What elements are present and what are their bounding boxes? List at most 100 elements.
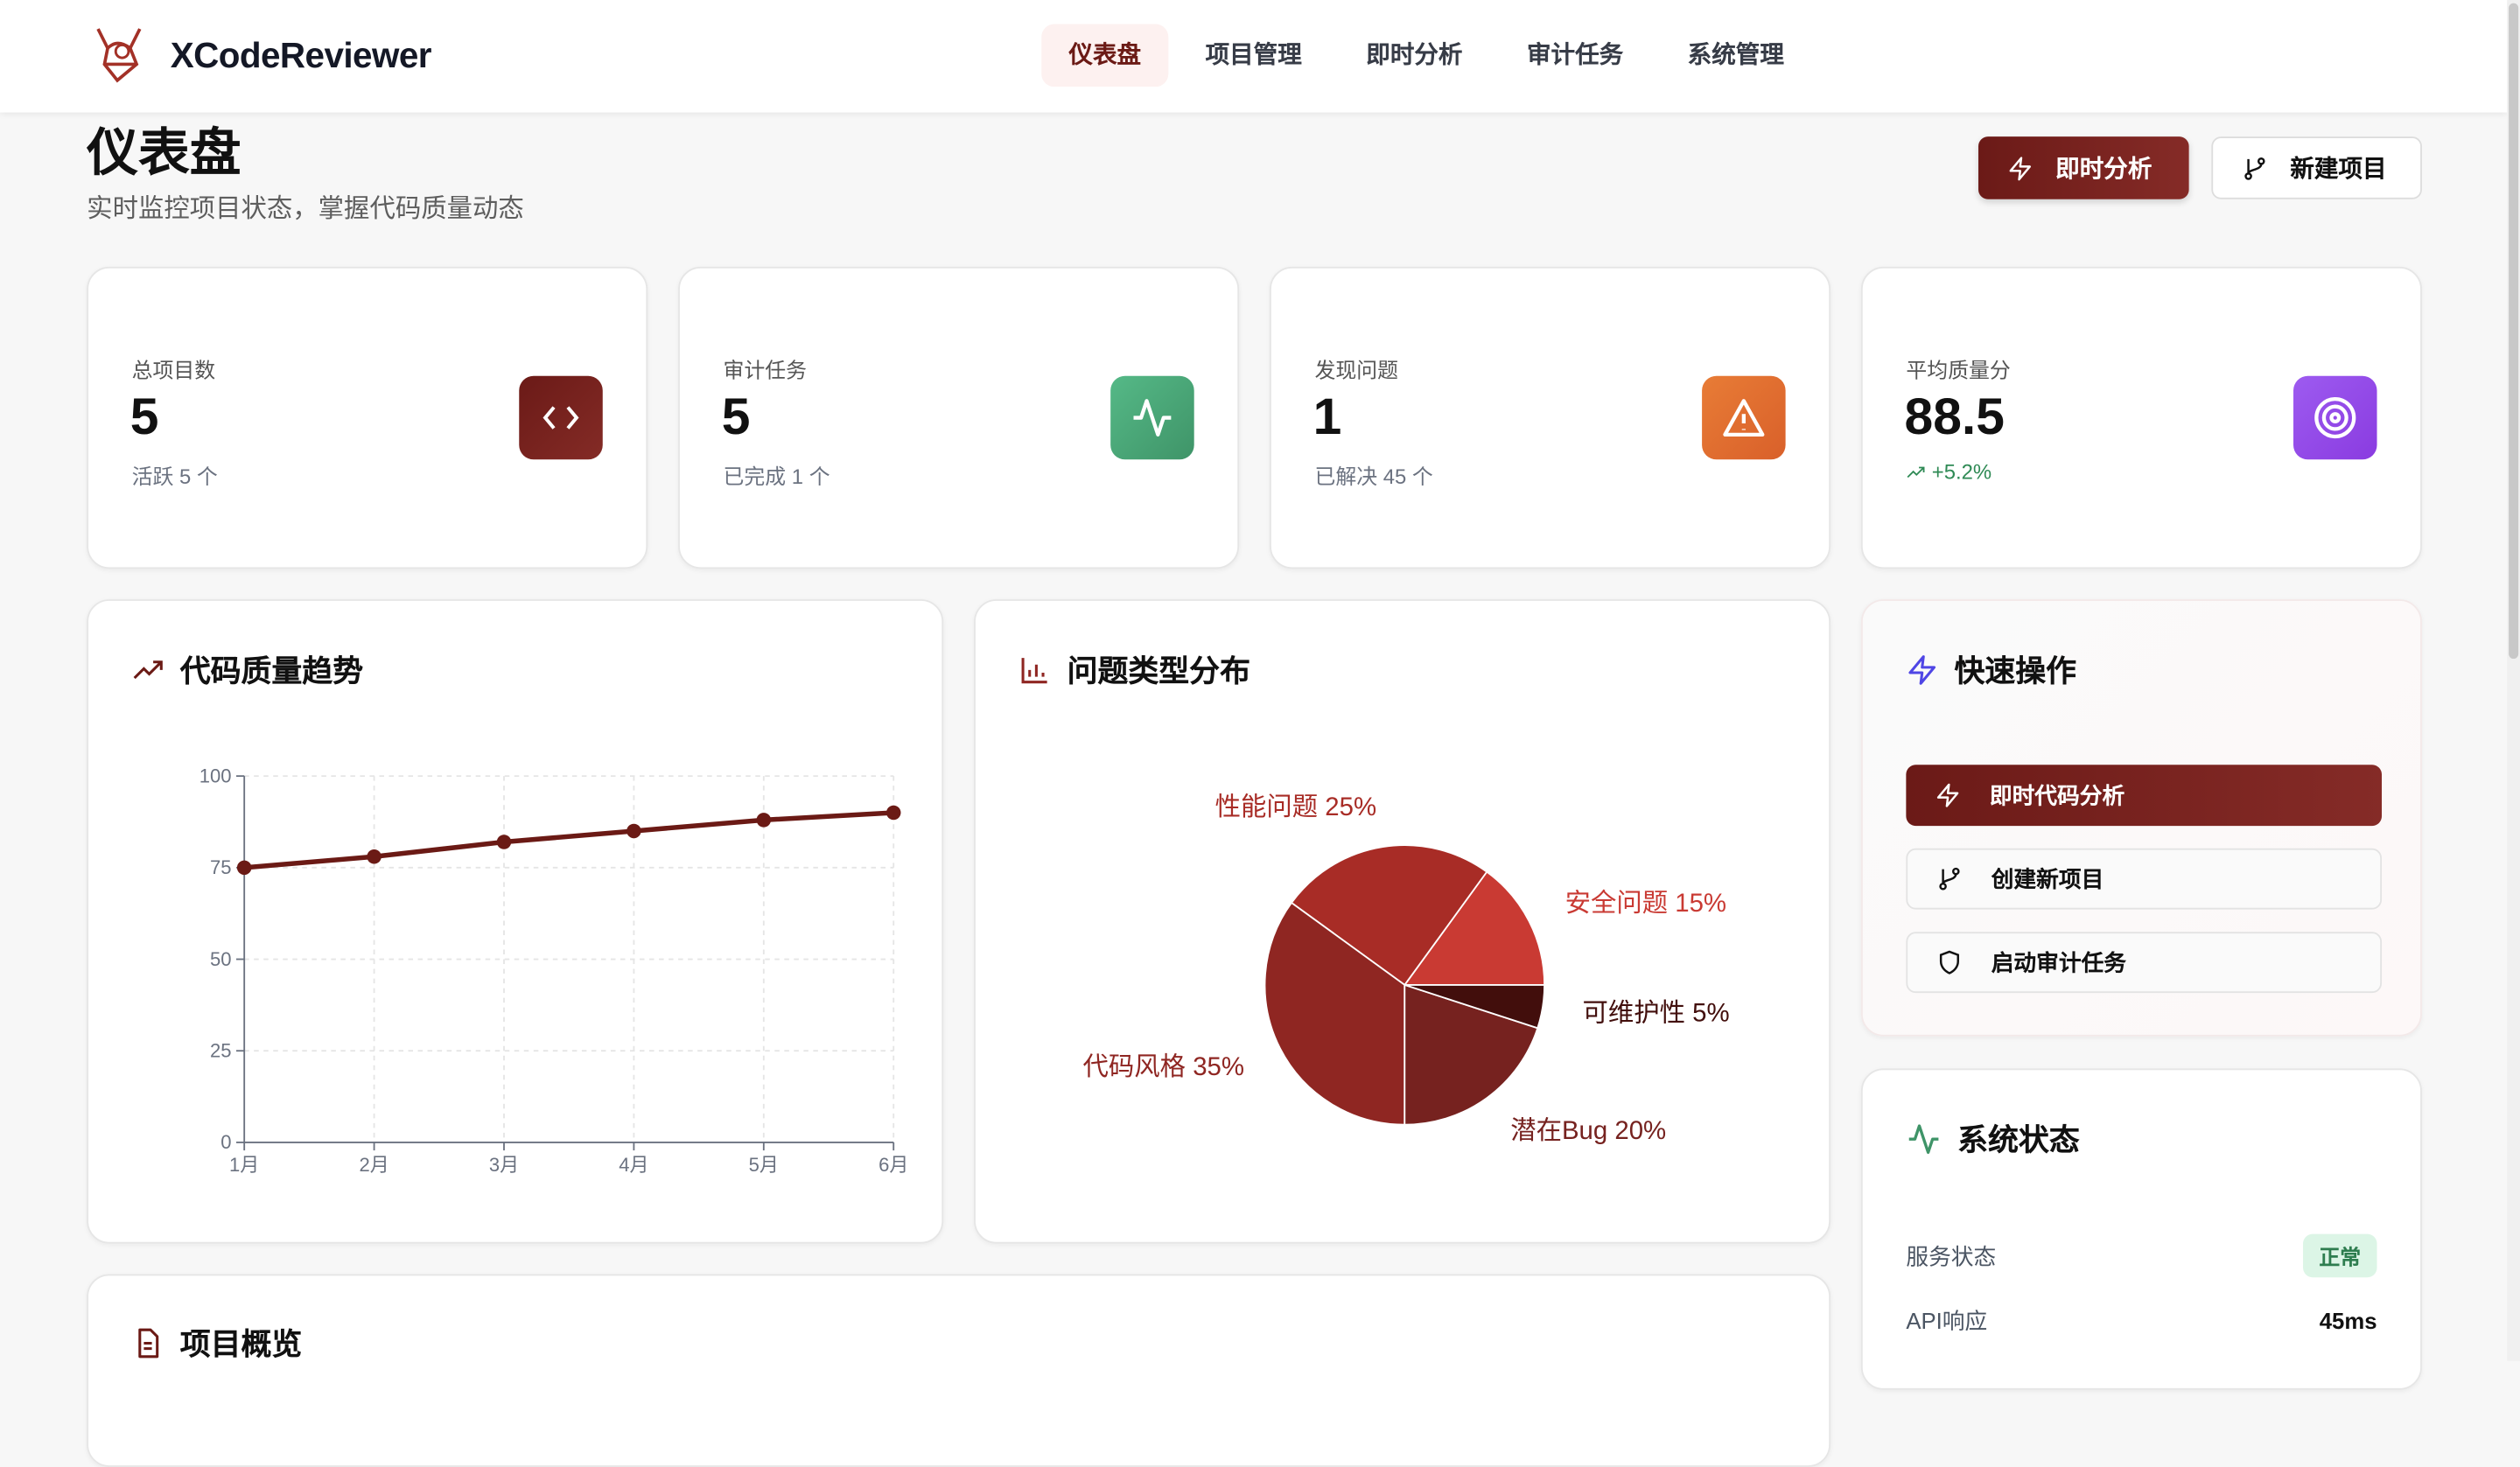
stat-value: 5 [130,387,159,445]
stat-sub: 已解决 45 个 [1314,464,1433,489]
data-point [756,813,772,828]
new-project-button[interactable]: 新建项目 [2211,136,2422,199]
x-tick-label: 5月 [749,1154,779,1176]
system-status-card: 系统状态 服务状态 正常 API响应 45ms [1860,1068,2422,1390]
zap-icon [2009,156,2032,180]
overview-title: 项目概览 [179,1328,303,1363]
pie-slice [1403,870,1546,986]
alert-triangle-icon [1702,375,1786,460]
status-row: 服务状态 正常 [1906,1233,2377,1278]
pie-slice [1264,901,1406,1126]
stat-value: 1 [1312,387,1342,445]
logo-icon[interactable] [88,23,146,87]
activity-icon [1908,1123,1939,1154]
y-tick-label: 0 [220,1131,231,1153]
data-point [886,805,901,821]
quick-title: 快速操作 [1954,655,2077,689]
trending-up-icon [1907,465,1925,478]
card-title: 快速操作 [1906,647,2076,691]
nav-system[interactable]: 系统管理 [1687,41,1784,69]
x-tick-label: 2月 [359,1154,388,1176]
status-row: API响应 45ms [1906,1304,2376,1337]
y-tick-label: 75 [210,856,232,878]
page-subtitle: 实时监控项目状态，掌握代码质量动态 [87,196,524,224]
system-title: 系统状态 [1957,1124,2080,1159]
quick-start-audit-button[interactable]: 启动审计任务 [1906,932,2383,994]
data-point [496,835,512,849]
zap-icon [1936,783,1959,807]
api-latency: 45ms [2319,1308,2377,1334]
issue-distribution-card: 问题类型分布 安全问题 15% 性能问题 25% 代码风格 35% 潜在Bug 20%… [974,599,1831,1244]
quick-create-project-button[interactable]: 创建新项目 [1906,848,2383,910]
stat-card-issues: 发现问题 1 已解决 45 个 [1270,266,1831,569]
x-tick-label: 3月 [489,1154,519,1176]
git-branch-icon [1939,867,1960,891]
scrollbar-thumb[interactable] [2509,3,2519,660]
code-icon [519,375,603,460]
x-tick-label: 1月 [229,1154,259,1176]
stat-sub: 已完成 1 个 [723,464,830,489]
status-label: 服务状态 [1906,1242,1997,1269]
stat-label: 总项目数 [131,358,216,383]
card-title: 项目概览 [132,1321,303,1365]
quick-instant-analysis-button[interactable]: 即时代码分析 [1906,765,2383,827]
button-label: 启动审计任务 [1991,949,2126,975]
pie-label: 安全问题 15% [1565,889,1726,918]
dist-title: 问题类型分布 [1067,655,1251,689]
status-label: API响应 [1906,1308,1988,1334]
activity-icon [1110,375,1194,460]
stat-label: 平均质量分 [1906,358,2011,383]
stat-card-audit-tasks: 审计任务 5 已完成 1 个 [678,266,1240,569]
project-overview-card: 项目概览 [87,1274,1831,1467]
brand-name[interactable]: XCodeReviewer [170,35,432,76]
quality-trend-card: 代码质量趋势 0 25 50 75 100 1月 2月 3月 4月 5月 6月 [87,599,944,1244]
issue-pie-chart: 安全问题 15% 性能问题 25% 代码风格 35% 潜在Bug 20% 可维护性 5% [1083,793,1730,1145]
button-label: 即时代码分析 [1989,782,2125,808]
nav-instant-analysis[interactable]: 即时分析 [1366,41,1463,69]
button-label: 创建新项目 [1991,865,2104,892]
data-point [236,860,252,876]
scrollbar[interactable] [2507,0,2520,1361]
x-tick-label: 6月 [878,1154,908,1176]
trend-title: 代码质量趋势 [179,655,364,689]
card-title: 系统状态 [1906,1117,2080,1161]
pie-label: 可维护性 5% [1582,999,1729,1028]
instant-analysis-label: 即时分析 [2055,156,2152,184]
pie-label: 性能问题 25% [1215,793,1376,821]
data-point [367,849,382,864]
target-icon [2293,375,2377,460]
shield-icon [1939,950,1959,975]
stat-card-projects: 总项目数 5 活跃 5 个 [87,266,648,569]
nav-projects[interactable]: 项目管理 [1205,41,1302,69]
x-tick-label: 4月 [619,1154,648,1176]
main-nav: 仪表盘 项目管理 即时分析 审计任务 系统管理 [1041,24,1817,87]
quality-line [243,810,894,870]
new-project-label: 新建项目 [2290,156,2387,184]
quality-change: +5.2% [1931,459,1992,484]
data-point [626,823,641,839]
card-title: 问题类型分布 [1018,647,1250,691]
pie-slice [1290,844,1488,987]
pie-slice [1404,983,1546,1030]
zap-icon [1908,654,1936,684]
stat-sub: 活跃 5 个 [131,464,218,489]
git-branch-icon [2244,157,2265,179]
stat-value: 5 [721,387,751,445]
quality-line-chart: 0 25 50 75 100 1月 2月 3月 4月 5月 6月 [200,765,909,1176]
card-title: 代码质量趋势 [132,647,364,691]
stat-sub: +5.2% [1906,459,1992,484]
bar-chart-icon [1021,657,1047,683]
status-badge: 正常 [2303,1233,2377,1278]
nav-dashboard[interactable]: 仪表盘 [1041,24,1169,87]
pie-slice [1404,983,1539,1126]
stat-label: 审计任务 [723,358,808,383]
quick-actions-card: 快速操作 即时代码分析 创建新项目 启动审计任务 [1860,599,2422,1037]
y-tick-label: 100 [200,765,232,786]
nav-audit-tasks[interactable]: 审计任务 [1526,41,1624,69]
instant-analysis-button[interactable]: 即时分析 [1978,136,2189,199]
top-nav-bar: XCodeReviewer 仪表盘 项目管理 即时分析 审计任务 系统管理 [0,0,2508,113]
pie-label: 潜在Bug 20% [1510,1116,1666,1145]
y-tick-label: 25 [210,1040,232,1062]
pie-label: 代码风格 35% [1083,1052,1244,1081]
